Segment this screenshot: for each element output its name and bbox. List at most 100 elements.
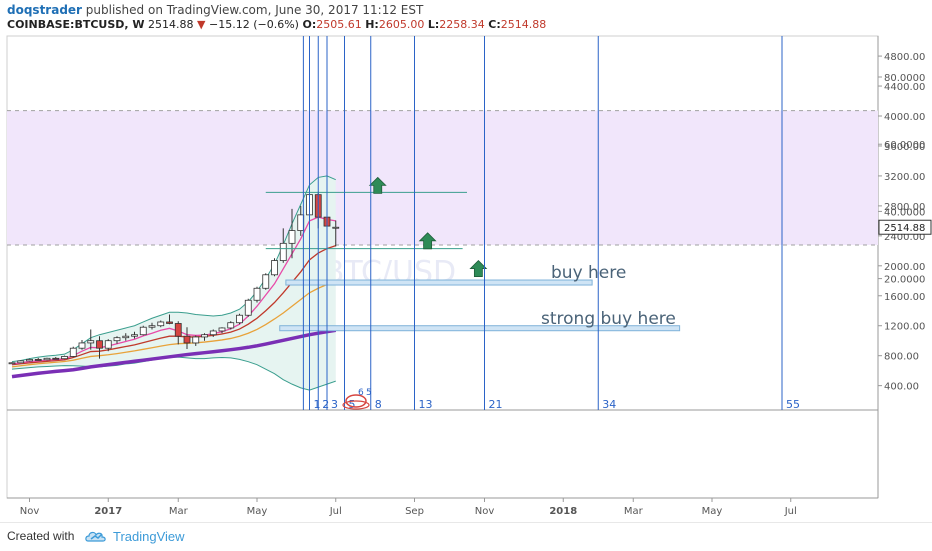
time-tick-label: 2018 [549, 506, 577, 517]
author-link[interactable]: doqstrader [7, 3, 82, 17]
candle-body [43, 357, 51, 361]
price-tick-label: 2800.00 [884, 202, 925, 213]
close-label: C: [488, 18, 501, 31]
ema-orange [11, 280, 336, 368]
time-tick-label: Jul [784, 506, 797, 517]
fib-time-label: 2 [322, 398, 329, 411]
time-tick-label: Nov [475, 506, 495, 517]
tradingview-brand[interactable]: TradingView [113, 529, 185, 544]
footer: Created with TradingView [0, 522, 932, 551]
price-tick-label: 3200.00 [884, 172, 925, 183]
change-arrow-icon: ▼ [197, 18, 206, 31]
candle-body [148, 325, 156, 328]
candle-body [113, 337, 121, 342]
candle-body [17, 360, 25, 364]
price-tick-label: 2400.00 [884, 232, 925, 243]
candle-body [26, 359, 33, 362]
low-value: 2258.34 [439, 18, 485, 31]
candle-body [157, 321, 165, 327]
candle-body [122, 335, 130, 339]
open-value: 2505.61 [316, 18, 362, 31]
publish-info: published on TradingView.com, June 30, 2… [85, 3, 424, 17]
drawing-ellipse [345, 394, 367, 408]
symbol-name[interactable]: COINBASE:BTCUSD, W [7, 18, 145, 31]
created-with-text: Created with [7, 529, 75, 543]
last-price-label: 2514.88 [884, 223, 925, 234]
candle-body [271, 260, 278, 276]
zone-label-buy: buy here [551, 263, 626, 283]
bollinger-band-fill [12, 175, 336, 391]
candle-body [61, 356, 68, 360]
price-tick-label: 800.00 [884, 352, 919, 363]
high-value: 2605.00 [378, 18, 425, 31]
publish-line: doqstrader published on TradingView.com,… [7, 3, 423, 17]
open-label: O: [302, 18, 317, 31]
candle-body [174, 323, 182, 337]
rsi-tick-label: 40.0000 [884, 207, 925, 218]
zone-label-strong-buy: strong buy here [541, 309, 676, 329]
fib-small-label: 5 [366, 388, 372, 398]
close-value: 2514.88 [500, 18, 547, 31]
chart-header: doqstrader published on TradingView.com,… [0, 0, 932, 36]
fib-small-label: 6 [358, 388, 364, 398]
time-tick-label: May [702, 506, 723, 517]
candle-body [262, 274, 270, 289]
rsi-band [7, 110, 878, 245]
last-price-marker [878, 219, 932, 235]
candle-body [297, 214, 305, 231]
ohlc-legend: COINBASE:BTCUSD, W 2514.88 ▼ −15.12 (−0.… [7, 18, 546, 31]
up-arrow-icon [418, 232, 437, 250]
fib-time-label: 5 [349, 398, 356, 411]
low-label: L: [427, 18, 440, 31]
fib-time-label: 21 [489, 398, 503, 411]
candle-body [166, 321, 173, 324]
candle-body [69, 347, 77, 357]
rsi-tick-label: 80.0000 [884, 73, 925, 84]
time-tick-label: 2017 [94, 506, 122, 517]
candle-body [131, 334, 138, 337]
candle-body [96, 340, 103, 349]
candle-body [253, 287, 261, 301]
candle-body [139, 326, 147, 336]
candle-body [34, 359, 42, 361]
candle-body [52, 357, 60, 360]
price-tick-label: 1200.00 [884, 322, 925, 333]
price-change: −15.12 (−0.6%) [209, 18, 299, 31]
high-label: H: [365, 18, 379, 31]
fib-time-label: 34 [602, 398, 616, 411]
time-tick-label: Mar [169, 506, 189, 517]
fib-time-label: 55 [786, 398, 800, 411]
candle-body [236, 314, 243, 324]
candle-body [201, 334, 208, 338]
candle-body [78, 342, 86, 349]
time-tick-label: Nov [20, 506, 40, 517]
time-tick-label: Mar [624, 506, 644, 517]
candle-body [288, 230, 296, 244]
ema-red [11, 244, 336, 366]
candle-body [209, 330, 217, 336]
price-tick-label: 2000.00 [884, 262, 925, 273]
candle-body [8, 362, 16, 365]
rsi-tick-label: 60.0000 [884, 140, 925, 151]
price-tick-label: 4000.00 [884, 112, 925, 123]
candle-body [87, 340, 95, 344]
candle-body [192, 336, 200, 344]
candle-body [218, 327, 226, 332]
candle-body [244, 299, 252, 316]
buy-zone [279, 325, 681, 332]
ema-long [11, 328, 337, 379]
fib-time-label: 13 [419, 398, 433, 411]
up-arrow-icon [469, 259, 488, 277]
last-price: 2514.88 [148, 18, 194, 31]
time-tick-label: Jul [329, 506, 342, 517]
candle-body [183, 335, 191, 344]
fib-time-label: 8 [375, 398, 382, 411]
tradingview-cloud-icon [85, 531, 106, 542]
fib-time-label: 1 [314, 398, 321, 411]
candle-body [227, 322, 235, 329]
drawing-ellipse [342, 400, 370, 410]
candle-body [332, 226, 340, 229]
buy-zone [285, 279, 593, 286]
price-tick-label: 3600.00 [884, 142, 925, 153]
